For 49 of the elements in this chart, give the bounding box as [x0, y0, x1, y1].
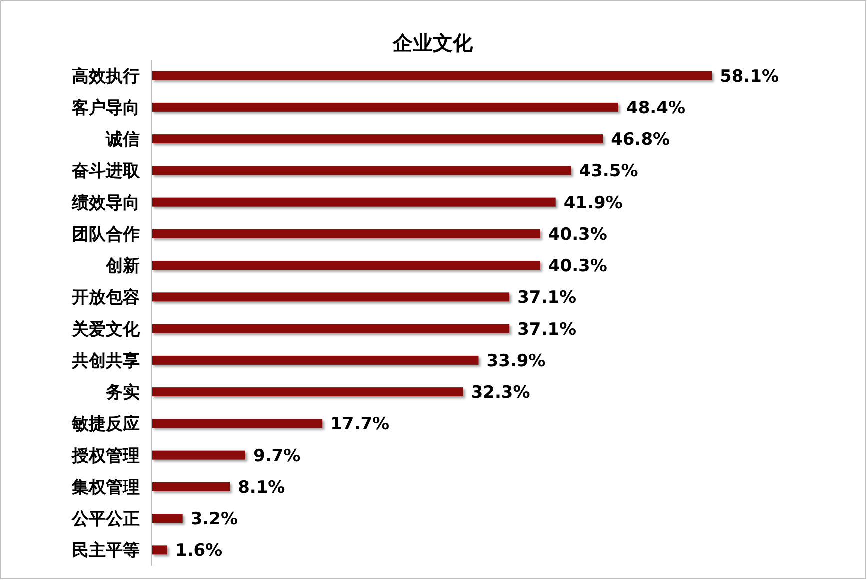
bar	[152, 356, 479, 365]
bar	[152, 102, 619, 112]
y-tick-label: 公平公正	[71, 510, 140, 530]
y-tick-label: 诚信	[105, 130, 140, 150]
bar	[152, 71, 712, 80]
data-label: 40.3%	[548, 256, 608, 277]
y-tick-label: 集权管理	[71, 478, 140, 498]
data-label: 32.3%	[471, 383, 530, 404]
data-label: 9.7%	[253, 446, 301, 466]
data-label: 17.7%	[330, 414, 390, 435]
data-label: 33.9%	[486, 351, 546, 372]
data-label: 3.2%	[190, 510, 238, 530]
y-tick-label: 授权管理	[71, 446, 140, 466]
data-label: 8.1%	[238, 478, 286, 498]
y-tick-label: 创新	[105, 256, 140, 277]
data-label: 40.3%	[548, 224, 608, 245]
y-tick-label: 高效执行	[72, 66, 140, 87]
bar	[152, 419, 323, 428]
data-label: 41.9%	[564, 193, 623, 214]
data-label: 46.8%	[611, 130, 670, 150]
data-label: 58.1%	[720, 66, 779, 87]
data-label: 37.1%	[518, 320, 577, 340]
y-tick-label: 民主平等	[72, 541, 140, 562]
data-label: 1.6%	[175, 541, 223, 562]
y-tick-label: 绩效导向	[71, 193, 140, 214]
bar	[152, 514, 183, 524]
y-tick-label: 敏捷反应	[71, 414, 140, 435]
bar	[152, 324, 510, 334]
y-tick-label: 务实	[105, 383, 140, 404]
bar	[152, 546, 168, 555]
data-label: 37.1%	[518, 288, 577, 308]
y-tick-label: 开放包容	[71, 288, 140, 308]
y-tick-label: 奋斗进取	[71, 162, 141, 182]
bar	[152, 261, 540, 270]
y-tick-label: 关爱文化	[71, 320, 141, 340]
bar	[152, 292, 510, 302]
y-tick-label: 共创共享	[71, 351, 140, 372]
bar	[152, 134, 604, 144]
y-tick-label: 客户导向	[71, 98, 140, 118]
y-tick-label: 团队合作	[72, 224, 140, 245]
bar	[152, 198, 556, 207]
bar	[152, 166, 572, 176]
data-label: 43.5%	[579, 162, 638, 182]
bar	[152, 229, 540, 238]
chart-title: 企业文化	[392, 31, 474, 55]
bar	[152, 388, 464, 397]
bar	[152, 450, 246, 460]
data-label: 48.4%	[626, 98, 686, 118]
bar	[152, 482, 230, 492]
